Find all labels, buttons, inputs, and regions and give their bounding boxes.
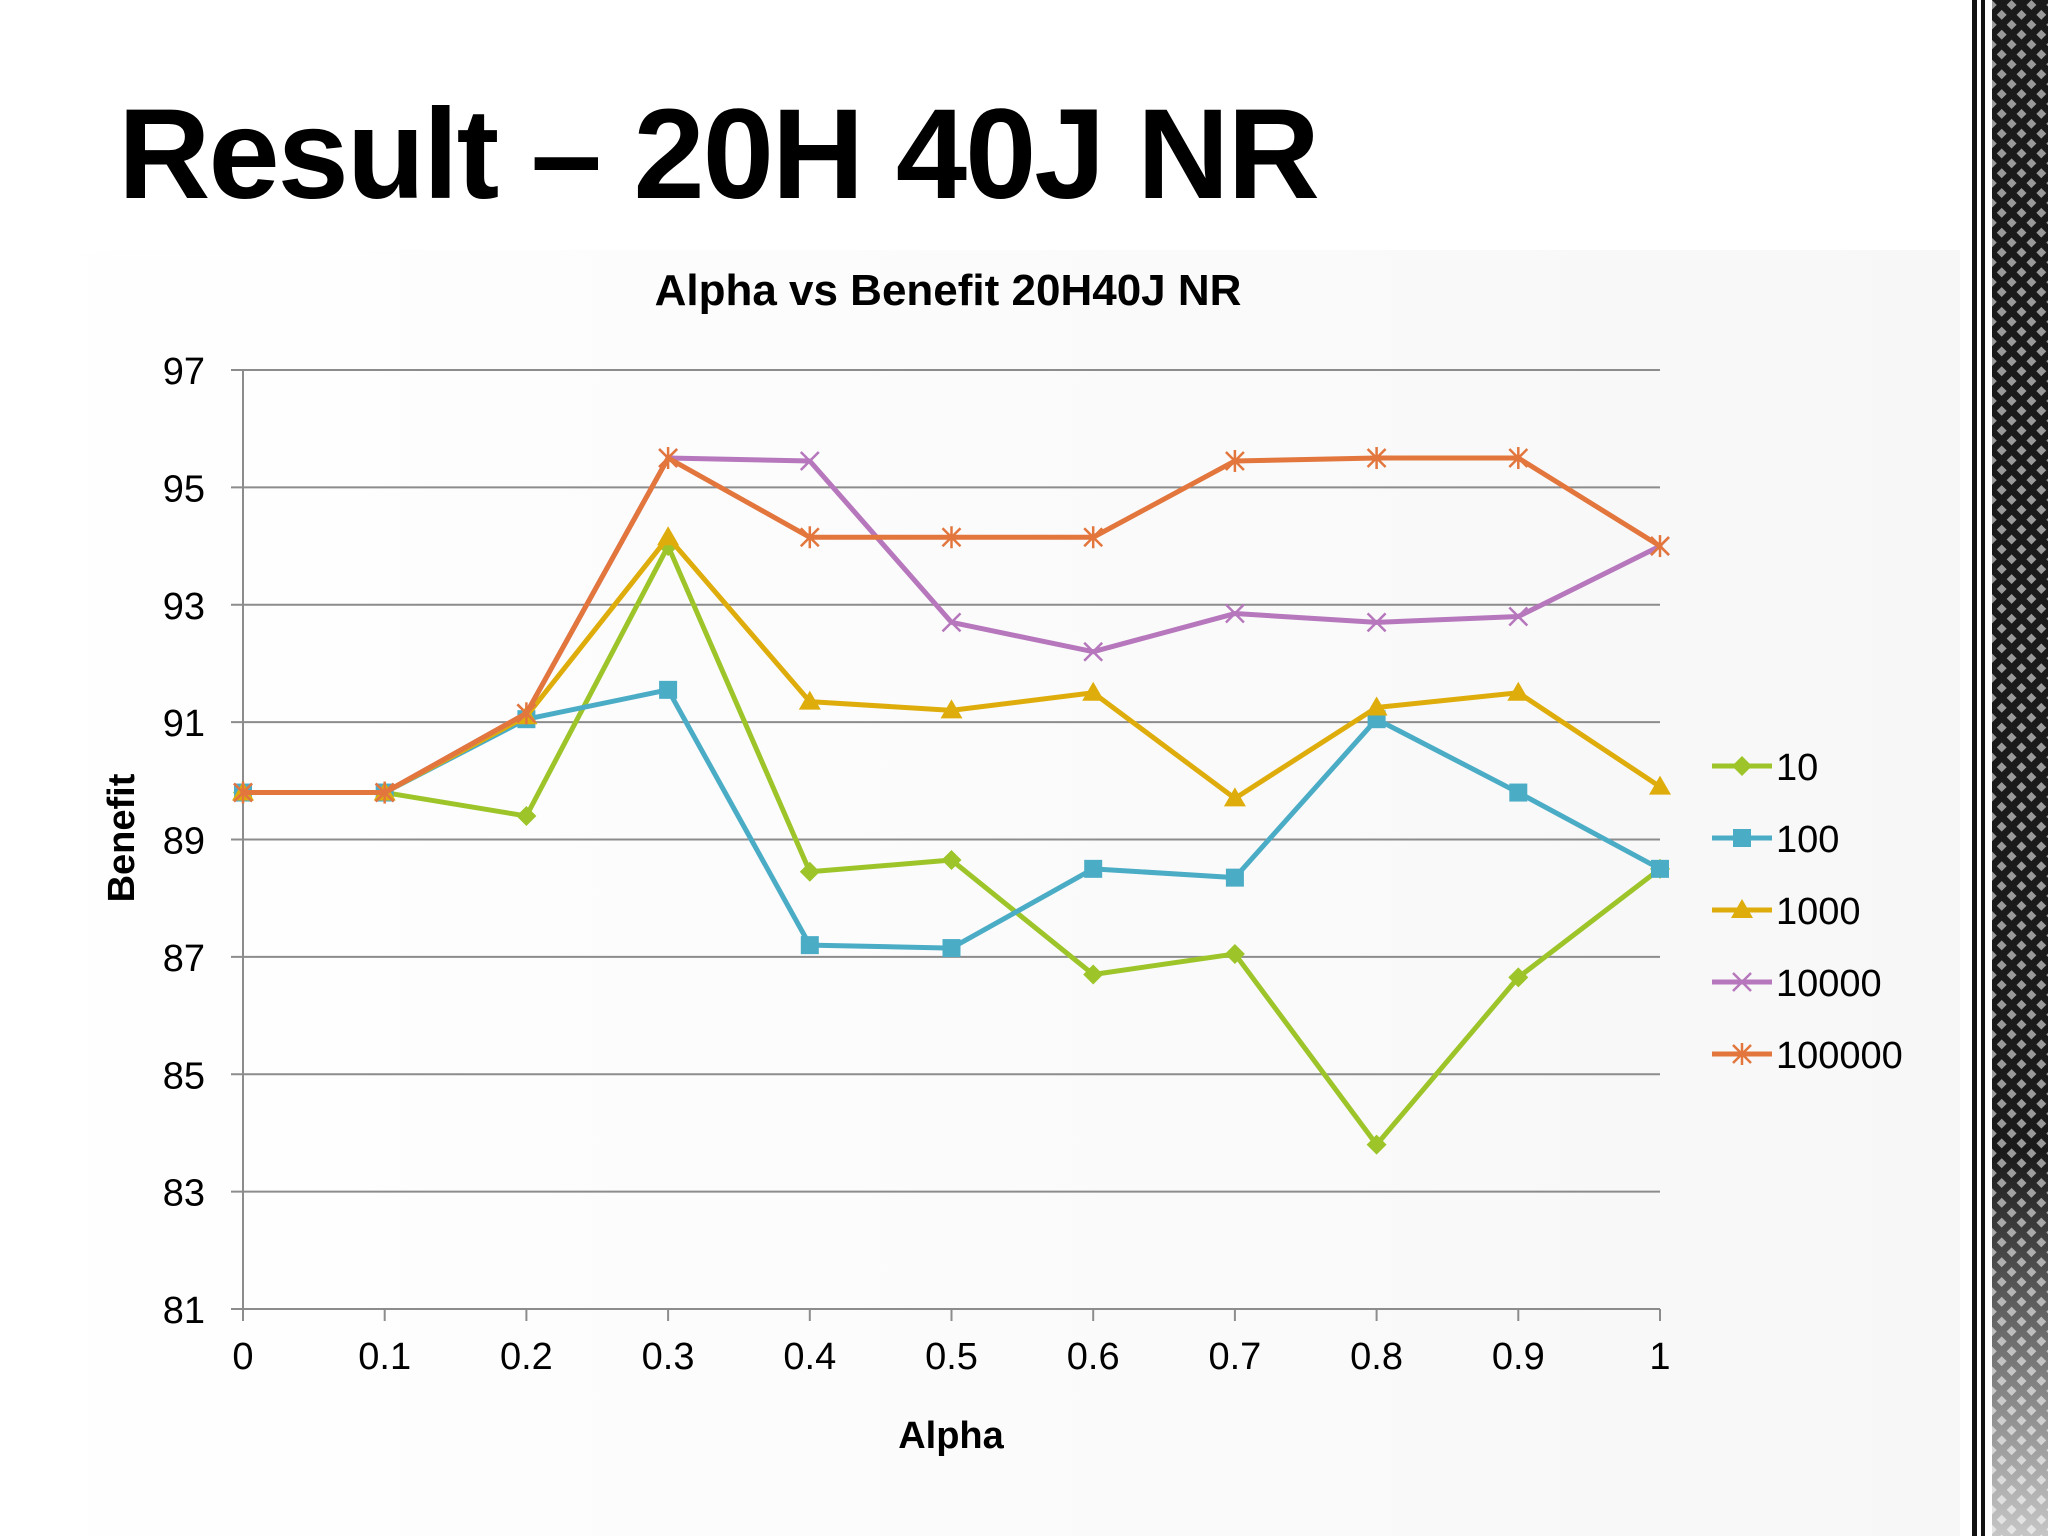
y-tick-label: 87 bbox=[163, 938, 205, 980]
legend-label: 1000 bbox=[1776, 891, 1861, 933]
data-point-1000 bbox=[1223, 787, 1246, 807]
x-tick-label: 0.9 bbox=[1492, 1336, 1545, 1378]
decorative-side-border bbox=[1972, 0, 2048, 1536]
legend-item-10: 10 bbox=[1712, 747, 1818, 789]
y-tick-label: 97 bbox=[163, 351, 205, 393]
x-tick-label: 0.2 bbox=[500, 1336, 553, 1378]
data-point-100 bbox=[1651, 859, 1669, 878]
y-tick-label: 93 bbox=[163, 586, 205, 628]
y-axis-label: Benefit bbox=[101, 773, 143, 902]
y-tick-label: 81 bbox=[163, 1290, 205, 1332]
data-point-100000 bbox=[1083, 526, 1104, 549]
data-point-100000 bbox=[1366, 447, 1387, 470]
x-tick-label: 0 bbox=[232, 1336, 253, 1378]
data-point-1000 bbox=[1649, 775, 1671, 795]
data-point-100000 bbox=[1225, 449, 1245, 472]
legend-marker bbox=[1732, 1043, 1752, 1065]
data-point-10000 bbox=[1366, 612, 1387, 633]
data-point-100000 bbox=[799, 526, 820, 549]
legend-label: 100 bbox=[1776, 819, 1839, 861]
series-100000 bbox=[233, 447, 1670, 804]
y-tick-label: 95 bbox=[163, 468, 205, 510]
data-point-10000 bbox=[1083, 641, 1104, 662]
legend-label: 100000 bbox=[1776, 1035, 1903, 1077]
y-tick-label: 91 bbox=[163, 703, 205, 745]
data-point-100 bbox=[800, 936, 819, 955]
legend-item-1000: 1000 bbox=[1712, 891, 1861, 933]
legend-marker bbox=[1732, 756, 1752, 776]
y-tick-label: 83 bbox=[163, 1173, 205, 1215]
gridlines bbox=[231, 369, 1660, 1310]
legend: 10 100 1000 10000 100000 bbox=[1712, 747, 1903, 1077]
data-point-1000 bbox=[940, 699, 963, 719]
legend-marker bbox=[1731, 899, 1753, 918]
data-point-1000 bbox=[1507, 681, 1530, 701]
y-tick-label: 85 bbox=[163, 1055, 205, 1097]
data-point-10000 bbox=[1508, 606, 1529, 627]
data-point-1000 bbox=[798, 690, 821, 710]
axes bbox=[242, 370, 1661, 1321]
data-point-1000 bbox=[657, 526, 680, 546]
legend-marker bbox=[1733, 829, 1751, 847]
legend-item-100000: 100000 bbox=[1712, 1035, 1903, 1077]
x-tick-label: 0.4 bbox=[783, 1336, 836, 1378]
data-point-100 bbox=[1509, 783, 1528, 802]
data-point-10000 bbox=[941, 612, 962, 633]
slide-title: Result – 20H 40J NR bbox=[118, 83, 1320, 226]
x-tick-label: 0.1 bbox=[358, 1336, 411, 1378]
data-point-100000 bbox=[233, 781, 253, 804]
x-tick-label: 0.8 bbox=[1350, 1336, 1403, 1378]
legend-marker bbox=[1732, 972, 1752, 992]
legend-item-10000: 10000 bbox=[1712, 963, 1882, 1005]
data-point-10 bbox=[516, 806, 537, 827]
data-point-10 bbox=[799, 861, 820, 882]
legend-label: 10000 bbox=[1776, 963, 1882, 1005]
data-point-1000 bbox=[1365, 696, 1388, 716]
data-point-100000 bbox=[516, 702, 537, 725]
data-point-100 bbox=[942, 939, 961, 958]
data-point-10 bbox=[1508, 967, 1529, 988]
data-point-100000 bbox=[1650, 535, 1670, 558]
series-layer bbox=[232, 447, 1671, 1155]
data-point-10 bbox=[1366, 1134, 1387, 1155]
legend-item-100: 100 bbox=[1712, 819, 1839, 861]
data-point-10 bbox=[1083, 964, 1104, 985]
data-point-100 bbox=[659, 680, 678, 699]
data-point-10000 bbox=[1225, 603, 1245, 624]
data-point-10 bbox=[1224, 943, 1245, 964]
data-point-10 bbox=[941, 850, 962, 871]
tick-labels: 81 83 85 87 89 91 93 95 97 0 0.1 0.2 0.3 0.4 0.5 0.6 0.7… bbox=[163, 351, 1671, 1378]
data-point-100000 bbox=[941, 526, 962, 549]
data-point-10000 bbox=[799, 451, 820, 471]
x-tick-label: 0.5 bbox=[925, 1336, 978, 1378]
data-point-100000 bbox=[374, 781, 395, 804]
x-tick-label: 0.6 bbox=[1067, 1336, 1120, 1378]
chart-background bbox=[0, 250, 1960, 1536]
data-point-100000 bbox=[1508, 447, 1529, 470]
x-tick-label: 1 bbox=[1649, 1336, 1670, 1378]
x-axis-label: Alpha bbox=[898, 1415, 1004, 1457]
x-tick-label: 0.7 bbox=[1208, 1336, 1261, 1378]
legend-label: 10 bbox=[1776, 747, 1818, 789]
data-point-100000 bbox=[658, 447, 678, 470]
data-point-100 bbox=[1225, 868, 1244, 887]
data-point-100 bbox=[1084, 859, 1103, 878]
chart-title: Alpha vs Benefit 20H40J NR bbox=[655, 266, 1242, 315]
x-tick-label: 0.3 bbox=[642, 1336, 695, 1378]
y-tick-label: 89 bbox=[163, 821, 205, 863]
data-point-1000 bbox=[1082, 681, 1105, 701]
